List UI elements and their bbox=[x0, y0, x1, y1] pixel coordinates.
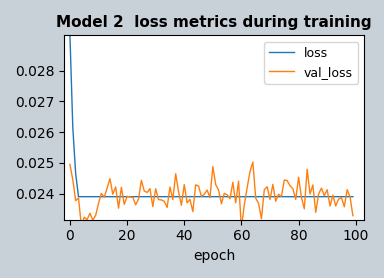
loss bbox=[331, 195, 335, 198]
val_loss bbox=[239, 227, 244, 230]
val_loss bbox=[133, 203, 138, 206]
val_loss bbox=[351, 214, 355, 217]
loss bbox=[239, 195, 244, 198]
loss bbox=[125, 195, 129, 198]
loss bbox=[136, 195, 141, 198]
loss bbox=[68, 34, 72, 37]
val_loss bbox=[342, 205, 347, 208]
Title: Model 2  loss metrics during training: Model 2 loss metrics during training bbox=[56, 15, 372, 30]
val_loss bbox=[122, 203, 127, 206]
Line: val_loss: val_loss bbox=[70, 162, 353, 228]
loss bbox=[76, 195, 81, 198]
val_loss bbox=[333, 204, 338, 208]
val_loss bbox=[214, 183, 218, 186]
loss bbox=[339, 195, 344, 198]
X-axis label: epoch: epoch bbox=[193, 249, 235, 263]
Line: loss: loss bbox=[70, 35, 353, 197]
val_loss bbox=[236, 180, 241, 183]
val_loss bbox=[250, 160, 255, 164]
val_loss bbox=[68, 163, 72, 166]
Legend: loss, val_loss: loss, val_loss bbox=[264, 42, 358, 84]
loss bbox=[216, 195, 221, 198]
loss bbox=[351, 195, 355, 198]
